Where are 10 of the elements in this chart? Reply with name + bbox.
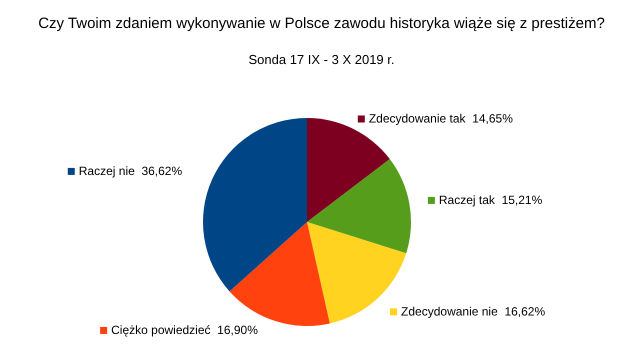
pie-slice (203, 118, 307, 292)
legend-label: Zdecydowanie nie 16,62% (401, 304, 546, 318)
pie-slice (230, 222, 330, 326)
legend-label: Raczej tak 15,21% (438, 192, 543, 207)
chart-subtitle: Sonda 17 IX - 3 X 2019 r. (248, 52, 394, 67)
legend-label: Zdecydowanie tak 14,65% (368, 112, 514, 126)
legend-label: Raczej nie 36,62% (78, 164, 182, 178)
chart-title: Czy Twoim zdaniem wykonywanie w Polsce zawodu historyka wiąże się z prestiżem? (38, 15, 605, 32)
pie-slice (307, 159, 411, 254)
legend-label: Ciężko powiedzieć 16,90% (111, 322, 258, 337)
